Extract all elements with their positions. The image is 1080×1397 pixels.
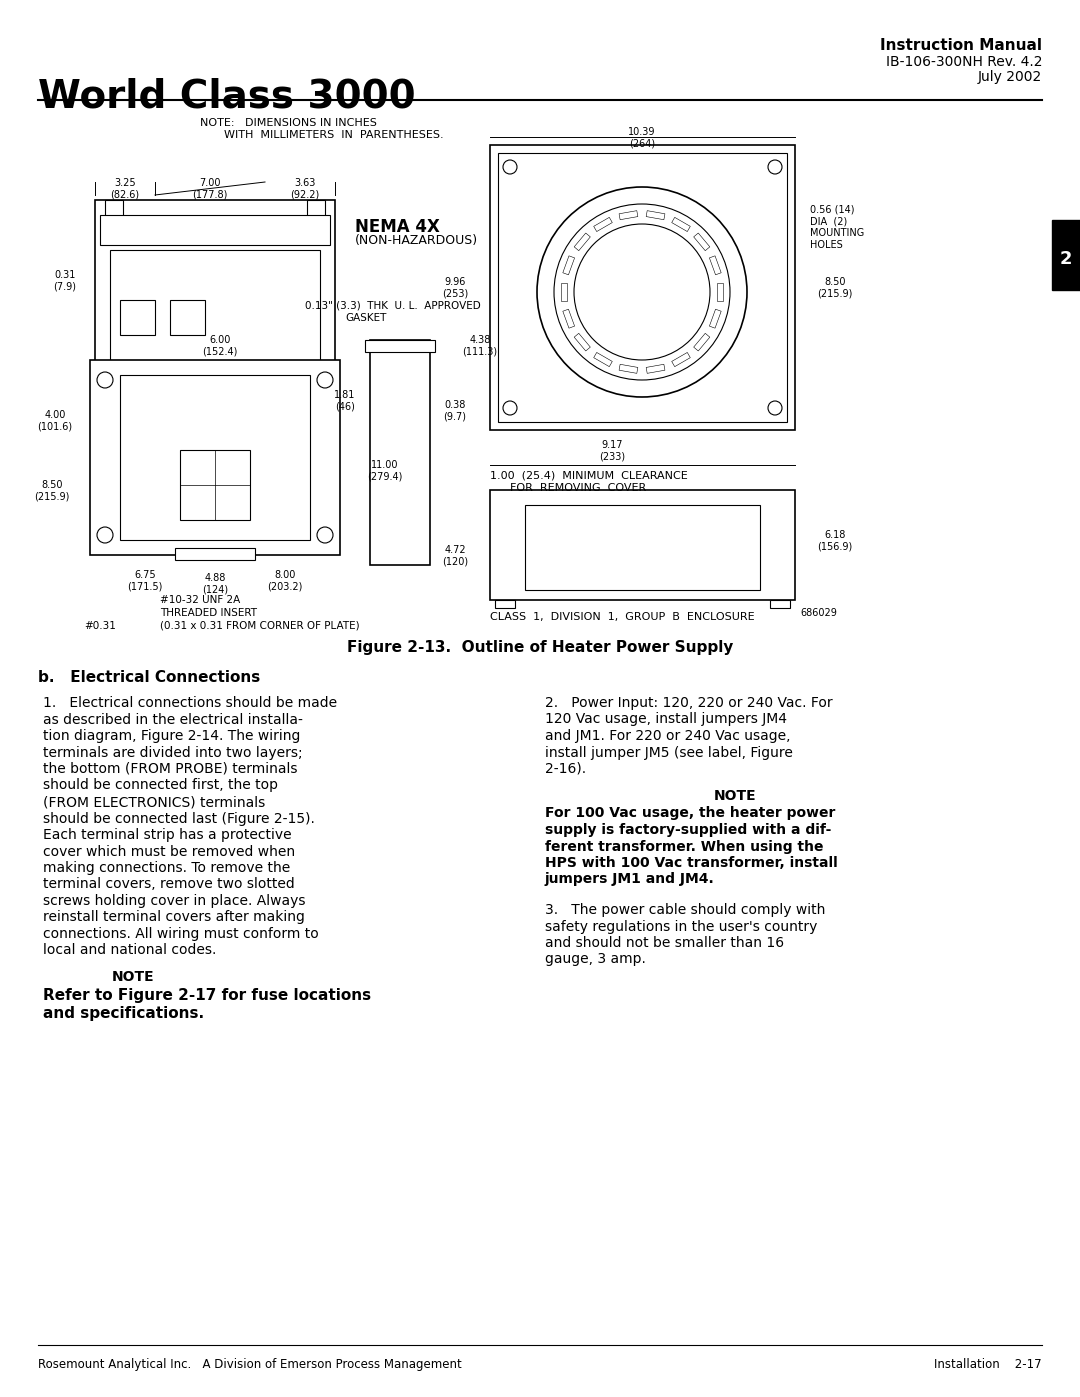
Text: 7.00
(177.8): 7.00 (177.8) [192,177,228,200]
Bar [525,504,760,590]
Text: 2: 2 [1059,250,1072,268]
Text: 120 Vac usage, install jumpers JM4: 120 Vac usage, install jumpers JM4 [545,712,787,726]
Bar [619,365,638,373]
Text: For 100 Vac usage, the heater power: For 100 Vac usage, the heater power [545,806,835,820]
Text: should be connected last (Figure 2-15).: should be connected last (Figure 2-15). [43,812,315,826]
Bar [120,374,310,541]
Bar [619,211,638,219]
Text: 10.39
(264): 10.39 (264) [629,127,656,148]
Bar [370,339,430,564]
Text: jumpers JM1 and JM4.: jumpers JM1 and JM4. [545,873,715,887]
Bar [710,309,721,328]
Bar [120,300,156,335]
Text: 0.38
(9.7): 0.38 (9.7) [444,400,467,422]
Bar [770,599,789,608]
Text: terminal covers, remove two slotted: terminal covers, remove two slotted [43,877,295,891]
Text: 9.17
(233): 9.17 (233) [599,440,625,461]
Text: screws holding cover in place. Always: screws holding cover in place. Always [43,894,306,908]
Text: safety regulations in the user's country: safety regulations in the user's country [545,919,818,933]
Circle shape [768,161,782,175]
Circle shape [318,372,333,388]
Text: 6.18
(156.9): 6.18 (156.9) [818,529,852,552]
Circle shape [503,161,517,175]
Circle shape [97,372,113,388]
Bar [594,218,612,232]
Text: 4.00
(101.6): 4.00 (101.6) [38,409,72,432]
Text: 2.   Power Input: 120, 220 or 240 Vac. For: 2. Power Input: 120, 220 or 240 Vac. For [545,696,833,710]
Text: and should not be smaller than 16: and should not be smaller than 16 [545,936,784,950]
Text: the bottom (FROM PROBE) terminals: the bottom (FROM PROBE) terminals [43,761,297,775]
Bar [90,360,340,555]
Bar [365,339,435,352]
Bar [563,309,575,328]
Text: reinstall terminal covers after making: reinstall terminal covers after making [43,911,305,925]
Circle shape [768,401,782,415]
Text: should be connected first, the top: should be connected first, the top [43,778,278,792]
Text: connections. All wiring must conform to: connections. All wiring must conform to [43,928,319,942]
Bar [175,405,255,420]
Text: 8.00
(203.2): 8.00 (203.2) [268,570,302,591]
Text: GASKET: GASKET [345,313,387,323]
Bar [646,365,665,373]
Bar [1052,219,1080,291]
Text: 4.72
(120): 4.72 (120) [442,545,468,567]
Text: Rosemount Analytical Inc.   A Division of Emerson Process Management: Rosemount Analytical Inc. A Division of … [38,1358,462,1370]
Text: (0.31 x 0.31 FROM CORNER OF PLATE): (0.31 x 0.31 FROM CORNER OF PLATE) [160,622,360,631]
Bar [498,154,787,422]
Text: NOTE:   DIMENSIONS IN INCHES: NOTE: DIMENSIONS IN INCHES [200,117,377,129]
Bar [110,250,320,415]
Text: 4.88
(124): 4.88 (124) [202,573,228,595]
Text: Figure 2-13.  Outline of Heater Power Supply: Figure 2-13. Outline of Heater Power Sup… [347,640,733,655]
Text: supply is factory-supplied with a dif-: supply is factory-supplied with a dif- [545,823,832,837]
Text: and specifications.: and specifications. [43,1006,204,1021]
Text: Each terminal strip has a protective: Each terminal strip has a protective [43,828,292,842]
Text: WITH  MILLIMETERS  IN  PARENTHESES.: WITH MILLIMETERS IN PARENTHESES. [224,130,444,140]
Bar [490,490,795,599]
Text: #0.31: #0.31 [84,622,116,631]
Bar [710,256,721,275]
Text: 3.25
(82.6): 3.25 (82.6) [110,177,139,200]
Bar [563,256,575,275]
Text: FOR  REMOVING  COVER: FOR REMOVING COVER [510,483,646,493]
Text: IB-106-300NH Rev. 4.2: IB-106-300NH Rev. 4.2 [886,54,1042,68]
Text: Instruction Manual: Instruction Manual [880,38,1042,53]
Text: 686029: 686029 [800,608,837,617]
Bar [105,200,123,219]
Text: cover which must be removed when: cover which must be removed when [43,845,295,859]
Circle shape [97,527,113,543]
Text: 1.81
(46): 1.81 (46) [335,390,355,412]
Bar [307,200,325,219]
Text: Refer to Figure 2-17 for fuse locations: Refer to Figure 2-17 for fuse locations [43,988,372,1003]
Text: 3.   The power cable should comply with: 3. The power cable should comply with [545,902,825,916]
Text: 0.13" (3.3)  THK  U. L.  APPROVED: 0.13" (3.3) THK U. L. APPROVED [305,300,481,310]
Bar [672,218,690,232]
Bar [594,352,612,366]
Circle shape [537,187,747,397]
Text: 11.00
(279.4): 11.00 (279.4) [367,460,403,482]
Text: 8.50
(215.9): 8.50 (215.9) [35,481,70,502]
Text: 6.00
(152.4): 6.00 (152.4) [202,335,238,356]
Bar [95,200,335,420]
Bar [693,334,710,351]
Circle shape [554,204,730,380]
Bar [693,233,710,250]
Circle shape [318,527,333,543]
Text: NOTE: NOTE [111,970,154,983]
Text: b.   Electrical Connections: b. Electrical Connections [38,671,260,685]
Text: CLASS  1,  DIVISION  1,  GROUP  B  ENCLOSURE: CLASS 1, DIVISION 1, GROUP B ENCLOSURE [490,612,755,622]
Text: install jumper JM5 (see label, Figure: install jumper JM5 (see label, Figure [545,746,793,760]
Text: NEMA 4X: NEMA 4X [355,218,440,236]
Text: local and national codes.: local and national codes. [43,943,216,957]
Text: 0.56 (14)
DIA  (2)
MOUNTING
HOLES: 0.56 (14) DIA (2) MOUNTING HOLES [810,205,864,250]
Bar [180,450,249,520]
Bar [100,215,330,244]
Text: NOTE: NOTE [714,788,756,802]
Text: July 2002: July 2002 [977,70,1042,84]
Bar [575,334,591,351]
Bar [646,211,665,219]
Text: 1.00  (25.4)  MINIMUM  CLEARANCE: 1.00 (25.4) MINIMUM CLEARANCE [490,469,688,481]
Text: 1.   Electrical connections should be made: 1. Electrical connections should be made [43,696,337,710]
Circle shape [503,401,517,415]
Bar [561,284,567,300]
Text: gauge, 3 amp.: gauge, 3 amp. [545,953,646,967]
